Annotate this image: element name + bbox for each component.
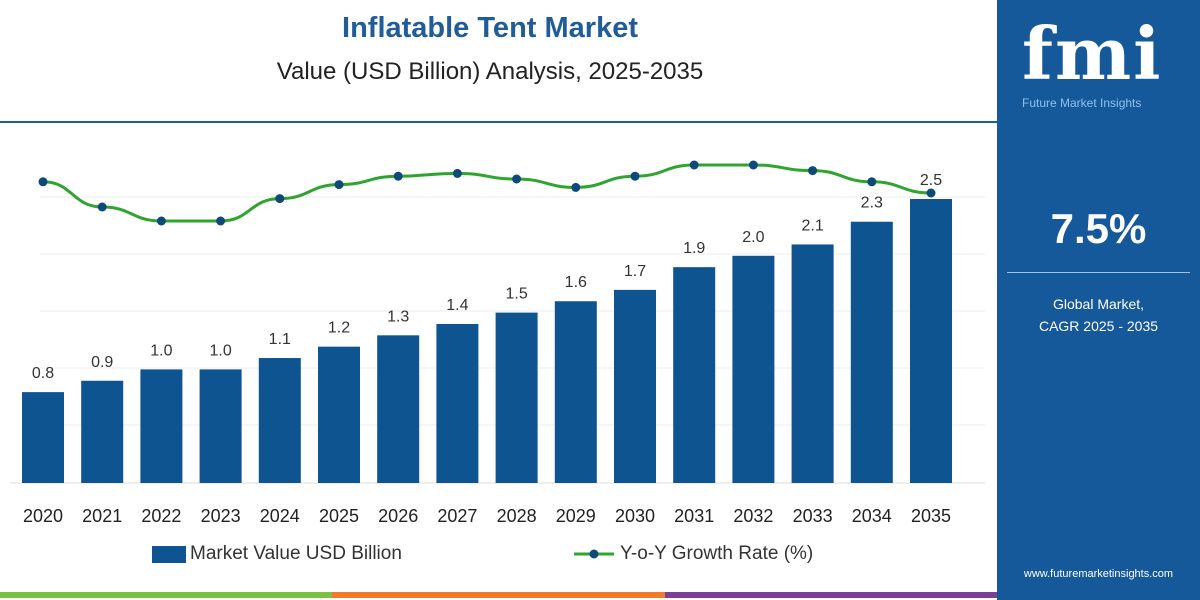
cagr-label-line1: Global Market,: [1052, 296, 1145, 312]
legend-bar-label: Market Value USD Billion: [190, 543, 402, 564]
x-tick-2021: 2021: [82, 506, 122, 526]
legend-line: Y-o-Y Growth Rate (%): [572, 543, 813, 565]
cagr-divider: [1007, 272, 1190, 273]
growth-point-2023: [216, 216, 226, 226]
bar-2021: [81, 380, 124, 483]
chart-subtitle: Value (USD Billion) Analysis, 2025-2035: [276, 58, 704, 85]
x-tick-2020: 2020: [23, 506, 63, 526]
growth-point-2029: [571, 182, 581, 192]
x-tick-2027: 2027: [437, 506, 477, 526]
bar-2025: [318, 346, 360, 483]
x-tick-2029: 2029: [556, 506, 596, 526]
bar-2026: [377, 335, 420, 483]
bar-label-2026: 1.3: [387, 308, 409, 325]
x-tick-2024: 2024: [260, 506, 300, 526]
growth-point-2031: [689, 160, 699, 170]
x-tick-2030: 2030: [615, 506, 655, 526]
growth-point-2022: [156, 216, 166, 226]
logo-tagline: Future Market Insights: [1022, 96, 1142, 110]
header-divider: [0, 121, 997, 123]
x-tick-2025: 2025: [319, 506, 359, 526]
growth-line: [42, 163, 932, 223]
growth-point-2034: [867, 177, 877, 187]
x-tick-2031: 2031: [674, 506, 714, 526]
bar-2022: [140, 369, 183, 483]
chart-plot: 0.8 2020 0.9 2021 1.0 2022 1.0 2023 1.1 2024 1.2 20…: [10, 160, 985, 526]
bar-label-2031: 1.9: [683, 240, 705, 257]
growth-point-2033: [808, 166, 818, 176]
website-url: www.futuremarketinsights.com: [1023, 568, 1174, 580]
bar-label-2020: 0.8: [32, 365, 54, 382]
bar-2034: [850, 221, 893, 483]
legend-bar-swatch: [152, 545, 186, 563]
bottom-strip: [0, 592, 997, 598]
bar-label-2025: 1.2: [328, 320, 350, 337]
x-tick-2023: 2023: [201, 506, 241, 526]
bar-2024: [258, 358, 301, 483]
strip-green: [0, 592, 333, 598]
legend-line-label: Y-o-Y Growth Rate (%): [620, 543, 814, 564]
bar-2023: [199, 369, 242, 483]
x-tick-2034: 2034: [852, 506, 892, 526]
growth-point-2021: [97, 202, 107, 212]
fmi-logo: fmi: [1022, 11, 1163, 96]
bar-label-2022: 1.0: [150, 342, 172, 359]
growth-point-2035: [926, 188, 936, 198]
legend-line-swatch: [574, 549, 614, 559]
side-panel: [997, 0, 1200, 600]
bar-2020: [22, 392, 64, 483]
bar-label-2034: 2.3: [861, 195, 883, 212]
strip-purple: [664, 592, 997, 598]
x-tick-2026: 2026: [378, 506, 418, 526]
x-tick-2032: 2032: [733, 506, 773, 526]
bar-label-2021: 0.9: [91, 354, 113, 371]
cagr-label-line2: CAGR 2025 - 2035: [1038, 318, 1159, 334]
chart-title: Inflatable Tent Market: [342, 12, 638, 44]
growth-point-2024: [275, 194, 285, 204]
bar-2032: [732, 255, 775, 483]
bar-label-2023: 1.0: [209, 342, 231, 359]
bar-label-2027: 1.4: [446, 297, 468, 314]
bar-label-2029: 1.6: [565, 274, 587, 291]
bar-2027: [436, 323, 479, 483]
bar-label-2035: 2.5: [920, 172, 942, 189]
bar-2031: [673, 267, 716, 483]
growth-point-2030: [630, 171, 640, 181]
bar-label-2032: 2.0: [742, 229, 764, 246]
bar-2030: [614, 289, 656, 483]
x-tick-2022: 2022: [141, 506, 181, 526]
cagr-value: 7.5%: [1050, 205, 1147, 252]
growth-point-2027: [452, 168, 462, 178]
growth-point-2026: [393, 171, 403, 181]
bar-label-2030: 1.7: [624, 263, 646, 280]
bar-label-2033: 2.1: [801, 217, 823, 234]
growth-point-2032: [748, 160, 758, 170]
cagr-label: Global Market, CAGR 2025 - 2035: [997, 293, 1200, 337]
x-tick-2028: 2028: [497, 506, 537, 526]
growth-point-2020: [38, 177, 48, 187]
bar-2028: [495, 312, 538, 483]
x-tick-2033: 2033: [793, 506, 833, 526]
legend-bar: Market Value USD Billion: [152, 543, 402, 565]
growth-point-2025: [334, 180, 344, 190]
bar-2035: [910, 199, 952, 483]
bar-label-2028: 1.5: [505, 286, 527, 303]
strip-orange: [332, 592, 665, 598]
x-tick-2035: 2035: [911, 506, 951, 526]
bar-label-2024: 1.1: [269, 331, 291, 348]
bar-2033: [791, 244, 834, 483]
bar-2029: [554, 301, 597, 483]
growth-point-2028: [512, 174, 522, 184]
